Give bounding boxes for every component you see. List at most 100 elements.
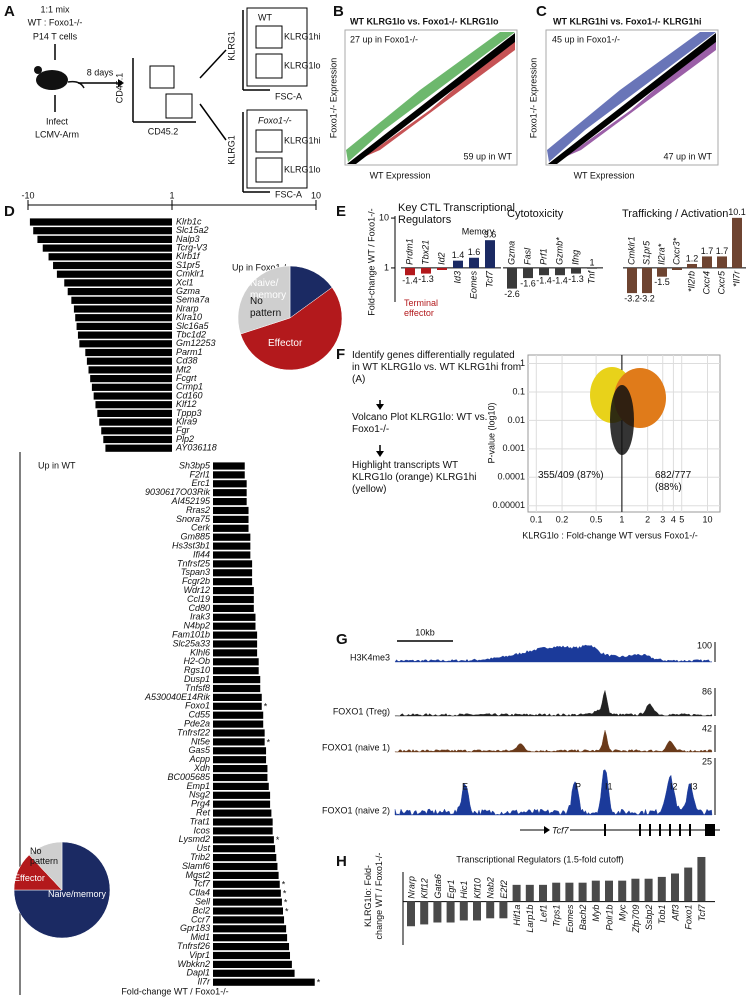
pie-slice (289, 265, 333, 319)
gene-label: Sema7a (176, 295, 210, 305)
track-max: 100 (697, 640, 712, 650)
gene-label: N4bp2 (183, 621, 210, 631)
days: 8 days (87, 67, 114, 77)
value-label: -2.6 (504, 289, 520, 299)
bar (213, 658, 259, 666)
plot-area (344, 29, 518, 166)
x-tick-label: 0.2 (556, 514, 569, 524)
bar (407, 901, 415, 927)
value-label: 1.7 (701, 246, 714, 256)
pie-slice (240, 287, 343, 371)
bar (213, 925, 287, 933)
arrowhead (376, 404, 384, 410)
gene-label: Cxcr5 (716, 270, 726, 294)
bar (213, 560, 253, 568)
gene-label: Ret (196, 807, 211, 817)
bar (571, 267, 581, 274)
x-tick-label: 5 (679, 514, 684, 524)
y-axis-label: Foxo1-/- Expression (328, 58, 338, 139)
track-signal (394, 730, 713, 753)
bar (631, 878, 640, 902)
track-label: H3K4me3 (350, 652, 390, 662)
bar (213, 871, 279, 879)
gene-label: E2f2 (499, 880, 509, 899)
gene-label: Tnf (586, 269, 596, 284)
panel-label: A (4, 3, 15, 20)
panel-title: WT KLRG1hi vs. Foxo1-/- KLRG1hi (553, 16, 702, 26)
track-max: 25 (702, 756, 712, 766)
gene-label: Klrb1f (176, 251, 201, 261)
gene-label: *Il2rb (686, 271, 696, 292)
gene-label: Ifi44 (193, 549, 210, 559)
gene-label: Polr1b (604, 905, 614, 931)
bar (507, 267, 517, 289)
group-title: Trafficking / Activation (622, 208, 729, 220)
bar (717, 256, 727, 268)
bar (213, 862, 278, 871)
track-label: FOXO1 (naive 1) (322, 742, 390, 752)
pie-label: Effector (268, 338, 303, 349)
gene-label: Tnfrsf26 (177, 941, 210, 951)
gene-label: Emp1 (186, 781, 210, 791)
bar (213, 631, 258, 639)
bar (79, 340, 172, 348)
y-axis-label: KLRG1lo: Fold-change WT / Foxo1-/- (363, 852, 384, 940)
gene-label: Fcgr2b (182, 576, 210, 586)
bar (485, 240, 495, 268)
gene-label: Tnfsf8 (185, 683, 210, 693)
gene-label: Plp2 (176, 434, 194, 444)
gene-label: Il7r (197, 977, 211, 987)
gene-label: Dusp1 (184, 674, 210, 684)
bar (539, 884, 547, 902)
scale-label: 10kb (415, 627, 435, 637)
bar (213, 747, 267, 755)
step: Identify genes differentially regulated … (352, 350, 522, 385)
gene-label: Bcl2 (192, 905, 210, 915)
gene-label: Gm885 (180, 532, 211, 542)
gene-label: Icos (193, 825, 210, 835)
bar (71, 296, 172, 304)
value-label: -1.3 (418, 274, 434, 284)
bar (687, 263, 697, 268)
gene-label: Gas5 (188, 745, 211, 755)
genotype: WT (258, 12, 272, 22)
gene-label: Rgs10 (184, 665, 210, 675)
gene-label: Klra9 (176, 416, 197, 426)
arrow (199, 49, 227, 79)
gene-label: Tcf7 (697, 904, 707, 922)
pie-slice (13, 841, 111, 939)
gene-label: Eomes (565, 904, 575, 933)
bar (213, 649, 258, 657)
pie-label: Naive/ memory (250, 278, 287, 301)
y-axis-label: Fold-change WT / Foxo1-/- (366, 208, 376, 315)
bar (213, 595, 254, 604)
x-axis-label: WT Expression (574, 170, 635, 180)
bar (48, 253, 172, 261)
bar (213, 613, 256, 621)
y-tick-label: 1 (520, 358, 525, 368)
gate-label: KLRG1hi (284, 135, 321, 145)
track-label: FOXO1 (Treg) (333, 706, 390, 716)
gene-label: Hif1a (512, 905, 522, 926)
gene-label: F2rl1 (189, 469, 210, 479)
gene-label: Cmklr1 (176, 269, 205, 279)
gate-plot (246, 7, 308, 87)
gene-label: Slc25a33 (172, 638, 210, 648)
bar (213, 943, 290, 951)
bar (64, 279, 172, 287)
asterisk: * (264, 702, 268, 712)
bar (433, 901, 442, 923)
region-label: Up in WT (38, 460, 76, 470)
bar (469, 257, 479, 268)
pie-label: Naive/memory (48, 889, 107, 899)
gene-label: Klf12 (420, 878, 430, 899)
value-label: -1.3 (568, 274, 584, 284)
gene-label: Fgr (176, 425, 191, 435)
bar (213, 533, 251, 541)
bar (644, 878, 653, 902)
gene-label: Nalp3 (176, 234, 200, 244)
gene-label: Fasl (522, 247, 532, 265)
gene-label: Klf12 (176, 399, 197, 409)
